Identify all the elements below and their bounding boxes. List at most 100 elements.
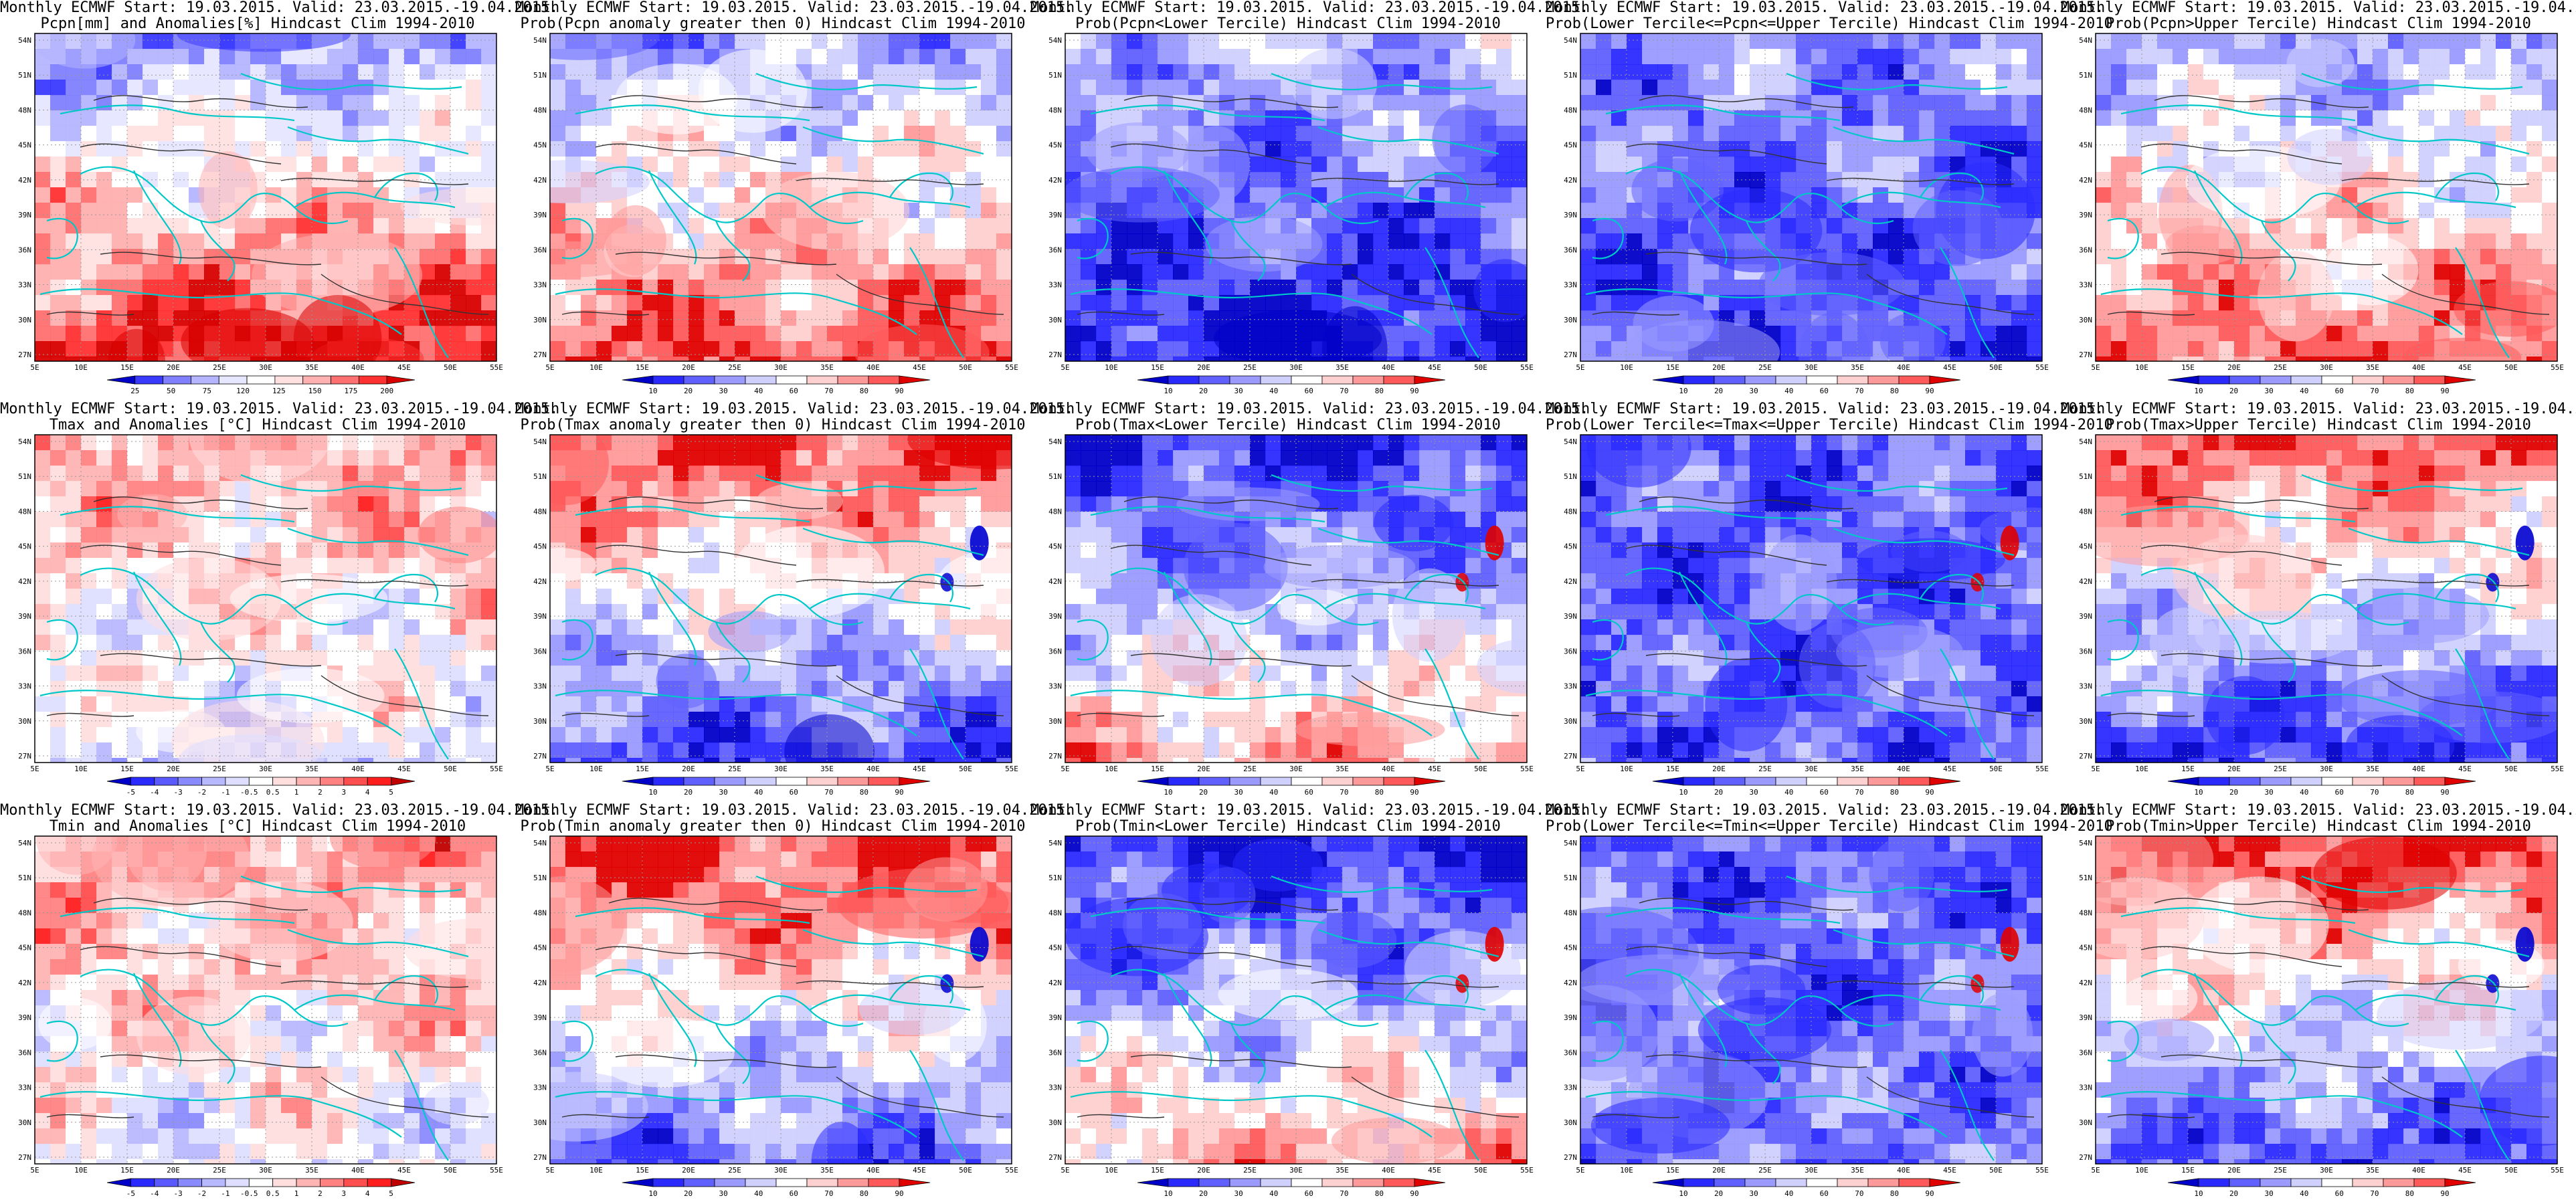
map-panel-7: Monthly ECMWF Start: 19.03.2015. Valid: … (515, 401, 1073, 803)
colorbar-tick-label: 10 (1679, 1189, 1687, 1198)
colorbar-tick-label: 70 (2370, 1189, 2379, 1198)
colorbar-tick-label: 20 (684, 1189, 693, 1198)
lon-tick-label: 15E (1666, 363, 1679, 372)
coastline (2100, 288, 2463, 335)
panel-title-line2: Prob(Tmin<Lower Tercile) Hindcast Clim 1… (1075, 818, 1501, 835)
lon-tick-label: 20E (1712, 1166, 1726, 1175)
colorbar-swatch (130, 777, 155, 786)
coastline (1424, 247, 1479, 359)
lon-tick-label: 40E (1897, 1166, 1910, 1175)
contour-line (280, 980, 469, 988)
lat-tick-label: 48N (1564, 507, 1577, 516)
panel-title: Monthly ECMWF Start: 19.03.2015. Valid: … (515, 401, 1073, 433)
colorbar-swatch (2413, 375, 2446, 385)
lon-tick-label: 55E (1005, 765, 1018, 773)
colorbar: 10 20 30 40 60 70 80 90 (1652, 1178, 1961, 1198)
map-panel-10: Monthly ECMWF Start: 19.03.2015. Valid: … (2061, 401, 2576, 803)
lat-tick-label: 27N (18, 752, 31, 761)
colorbar-swatch (1260, 777, 1292, 786)
map-panel-15: Monthly ECMWF Start: 19.03.2015. Valid: … (2061, 803, 2576, 1204)
map-panel-14: Monthly ECMWF Start: 19.03.2015. Valid: … (1546, 803, 2113, 1204)
lon-tick-label: 20E (167, 1166, 180, 1175)
contour-line (2140, 946, 2342, 967)
colorbar-swatch (302, 375, 331, 385)
map-frame (34, 835, 497, 1165)
colorbar-tick-label: -3 (174, 788, 183, 797)
colorbar: 10 20 30 40 60 70 80 90 (622, 777, 931, 797)
colorbar-tick-label: 70 (1855, 387, 1863, 395)
colorbar-swatch (868, 777, 900, 786)
coastline (2348, 928, 2530, 958)
colorbar-tick-label: 30 (1750, 387, 1758, 395)
colorbar-tick-label: 70 (1855, 1189, 1863, 1198)
contour-line (1110, 544, 1312, 566)
colorbar-swatch (1198, 777, 1230, 786)
colorbar-swatch (806, 1178, 838, 1187)
coastline (240, 72, 462, 90)
contour-line (1592, 311, 1680, 316)
lat-tick-label: 51N (533, 71, 547, 80)
lon-tick-label: 35E (305, 363, 318, 372)
map-panel-13: Monthly ECMWF Start: 19.03.2015. Valid: … (1030, 803, 1588, 1204)
coastline (1625, 969, 1894, 1027)
lat-tick-label: 30N (1048, 316, 1062, 324)
colorbar-swatch (154, 1178, 179, 1187)
lon-tick-label: 25E (728, 765, 741, 773)
colorbar-swatch (367, 777, 392, 786)
coastline (1070, 288, 1433, 335)
colorbar-swatch (1714, 777, 1746, 786)
contour-line (80, 544, 282, 566)
colorbar-tick-label: 40 (1269, 1189, 1278, 1198)
lon-tick-label: 10E (74, 1166, 88, 1175)
colorbar-swatch (320, 1178, 345, 1187)
lat-tick-label: 48N (18, 507, 31, 516)
colorbar-swatch (106, 1178, 131, 1187)
coastline (909, 1049, 964, 1161)
lat-tick-label: 54N (18, 36, 31, 45)
lon-tick-label: 25E (728, 363, 741, 372)
colorbar-swatch (246, 375, 276, 385)
contour-line (2154, 95, 2369, 108)
coastline (1605, 907, 1841, 924)
coastline (1833, 928, 2015, 958)
colorbar-swatch (2167, 777, 2199, 786)
contour-line (1592, 712, 1680, 717)
colorbar-swatch (1383, 375, 1415, 385)
lon-tick-label: 25E (213, 765, 226, 773)
lon-tick-label: 30E (2320, 1166, 2333, 1175)
colorbar-swatch (218, 375, 248, 385)
colorbar-swatch (130, 1178, 155, 1187)
panel-title: Monthly ECMWF Start: 19.03.2015. Valid: … (1546, 803, 2113, 835)
colorbar-swatch (331, 375, 359, 385)
colorbar: 10 20 30 40 60 70 80 90 (1137, 375, 1446, 395)
lon-tick-label: 30E (1289, 765, 1303, 773)
contour-line (796, 579, 984, 587)
colorbar-tick-label: 30 (719, 788, 728, 797)
map-frame (1065, 835, 1528, 1165)
lon-tick-label: 30E (1805, 1166, 1818, 1175)
colorbar-swatch (2260, 375, 2292, 385)
colorbar-tick-label: 40 (754, 1189, 763, 1198)
lat-tick-label: 42N (2079, 176, 2092, 185)
colorbar-swatch (2321, 1178, 2353, 1187)
coastline (1585, 1091, 1948, 1138)
contour-line (608, 898, 824, 911)
lon-tick-label: 55E (1005, 363, 1018, 372)
colorbar-tick-label: 70 (2370, 788, 2379, 797)
coastline (132, 571, 182, 666)
colorbar-tick-label: 4 (365, 788, 370, 797)
colorbar-swatch (1652, 375, 1684, 385)
colorbar-swatch (622, 375, 654, 385)
contour-line (46, 712, 134, 717)
colorbar-tick-label: 80 (2405, 1189, 2414, 1198)
colorbar-tick-label: 30 (2265, 1189, 2274, 1198)
contour-line (93, 898, 308, 911)
lat-tick-label: 51N (1048, 874, 1062, 882)
colorbar-swatch (1775, 1178, 1807, 1187)
colorbar: 10 20 30 40 60 70 80 90 (1652, 777, 1961, 797)
colorbar-swatch (2167, 1178, 2199, 1187)
lon-tick-label: 50E (2504, 765, 2518, 773)
lon-tick-label: 30E (259, 1166, 272, 1175)
